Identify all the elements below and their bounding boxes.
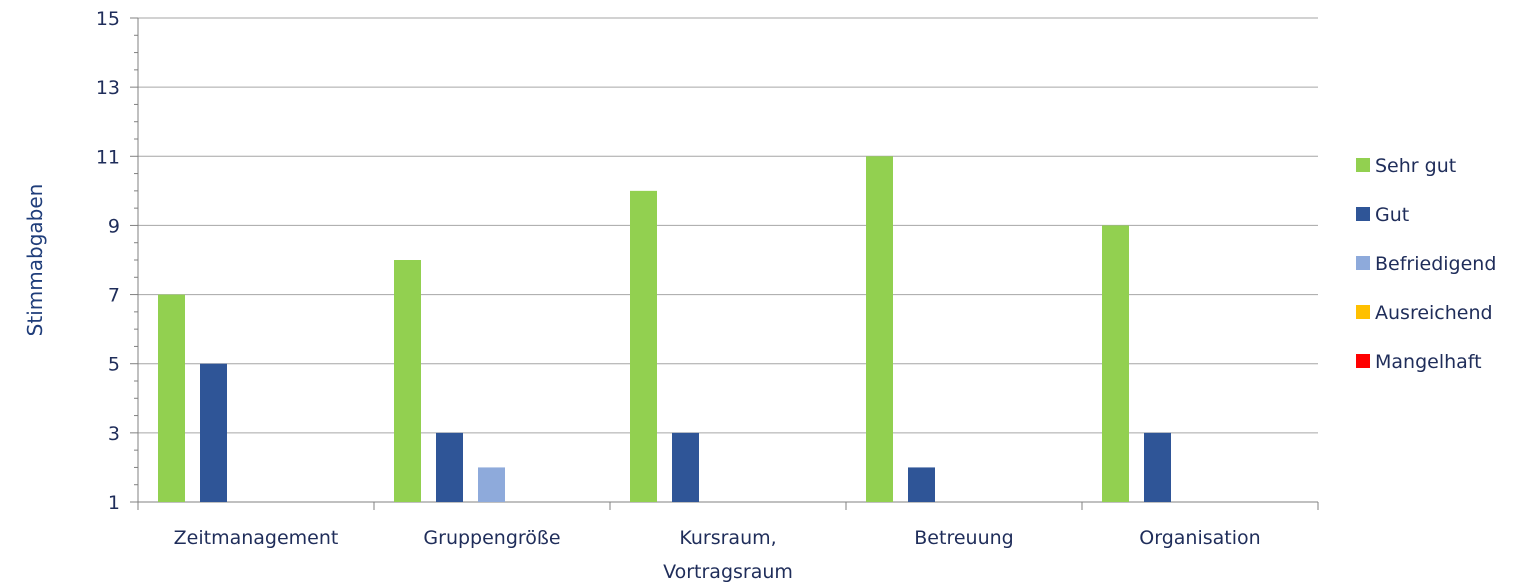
x-category-label: Gruppengröße: [423, 527, 560, 549]
bar-gut: [1144, 432, 1171, 502]
legend-swatch: [1356, 256, 1370, 270]
y-tick-label: 7: [108, 285, 120, 307]
y-tick-label: 3: [108, 423, 120, 445]
legend-label: Gut: [1375, 204, 1409, 226]
legend-label: Sehr gut: [1375, 155, 1456, 177]
x-category-label: Kursraum, Vortragsraum: [663, 527, 793, 583]
legend-swatch: [1356, 158, 1370, 172]
bar-sehr-gut: [158, 294, 185, 502]
bar-gut: [436, 432, 463, 502]
x-category-label-line: Gruppengröße: [423, 527, 560, 549]
legend-label: Ausreichend: [1375, 302, 1493, 324]
legend-swatch: [1356, 207, 1370, 221]
x-category-label-line: Vortragsraum: [663, 561, 793, 583]
bar-befriedigend: [478, 467, 505, 502]
y-tick-label: 13: [96, 77, 120, 99]
x-category-labels: Zeitmanagement Gruppengröße Kursraum, Vortr…: [174, 527, 1261, 583]
legend-label: Mangelhaft: [1375, 351, 1482, 373]
x-category-label-line: Zeitmanagement: [174, 527, 339, 549]
x-category-label-line: Kursraum,: [679, 527, 776, 549]
y-axis-label: Stimmabgaben: [23, 184, 47, 337]
y-tick-label: 1: [108, 492, 120, 514]
legend: Sehr gut Gut Befriedigend Ausreichend Mangel…: [1356, 155, 1496, 373]
legend-swatch: [1356, 354, 1370, 368]
y-tick-label: 9: [108, 215, 120, 237]
x-category-label: Zeitmanagement: [174, 527, 339, 549]
axes: [130, 17, 1319, 510]
bar-sehr-gut: [394, 260, 421, 502]
bar-gut: [908, 467, 935, 502]
y-tick-label: 15: [96, 8, 120, 30]
bar-gut: [672, 432, 699, 502]
grid-lines: [138, 17, 1318, 434]
bar-sehr-gut: [866, 156, 893, 503]
legend-label: Befriedigend: [1375, 253, 1496, 275]
bar-sehr-gut: [630, 190, 657, 502]
bar-sehr-gut: [1102, 225, 1129, 502]
bars: [158, 156, 1171, 503]
x-category-label: Betreuung: [914, 527, 1013, 549]
y-tick-label: 5: [108, 354, 120, 376]
bar-gut: [200, 363, 227, 502]
x-category-label-line: Betreuung: [914, 527, 1013, 549]
x-category-label: Organisation: [1139, 527, 1260, 549]
y-tick-label: 11: [96, 146, 120, 168]
legend-swatch: [1356, 305, 1370, 319]
x-category-label-line: Organisation: [1139, 527, 1260, 549]
